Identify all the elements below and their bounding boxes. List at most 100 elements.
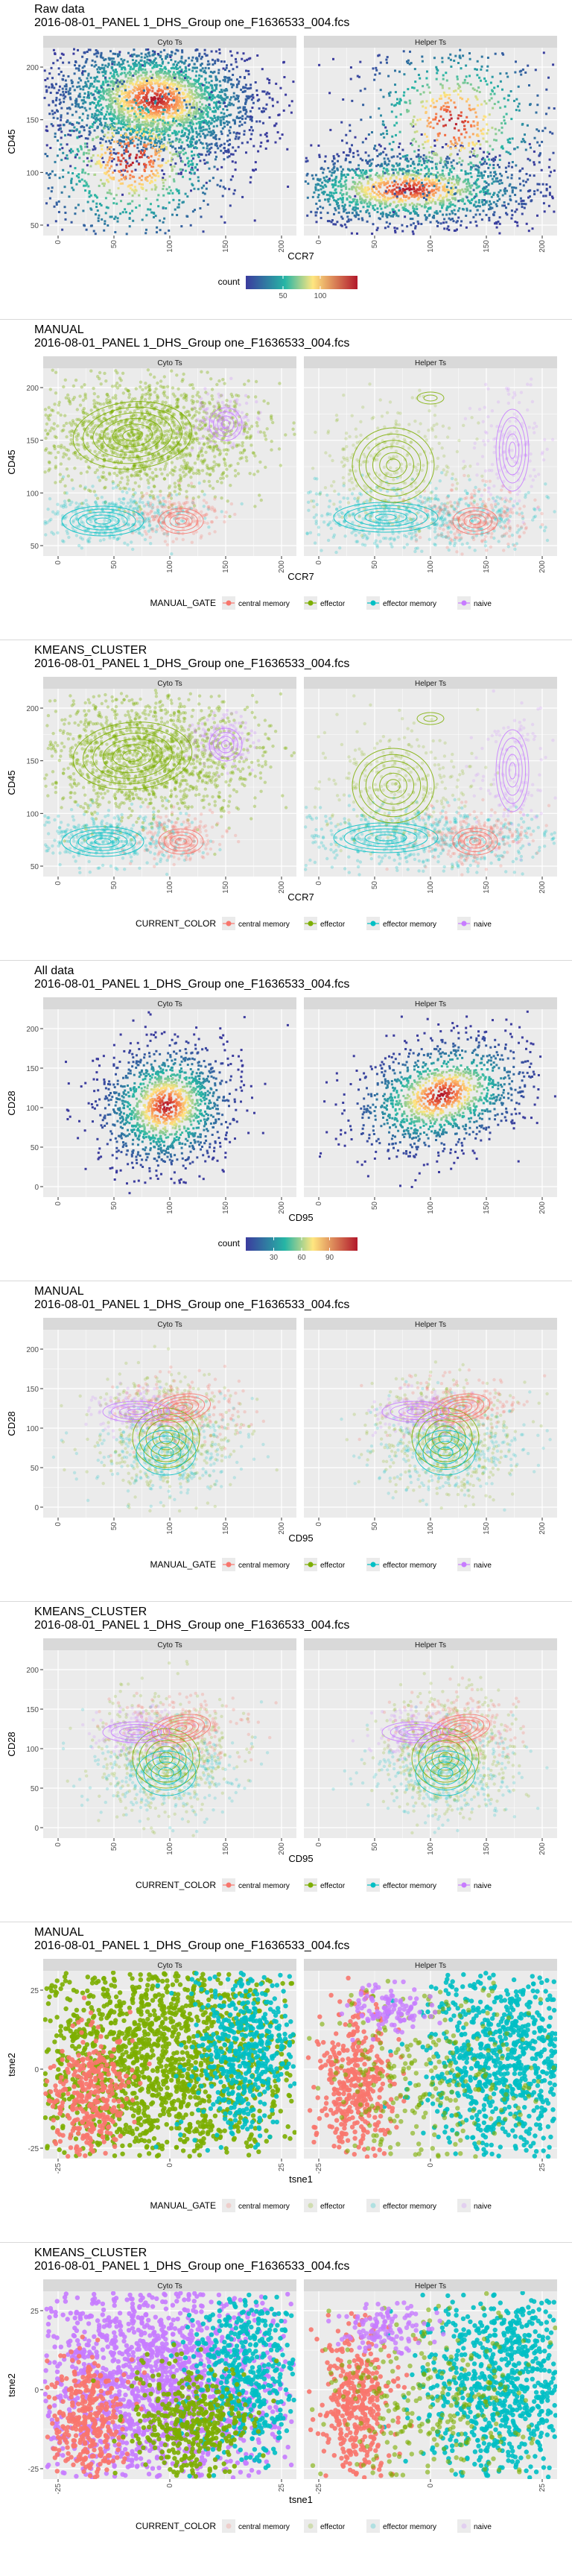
legend-title: MANUAL_GATE: [150, 1559, 216, 1570]
legend-label: effector: [320, 921, 346, 929]
x-tick-label: 50: [371, 1202, 379, 1210]
facet-label: Helper Ts: [415, 680, 446, 688]
data-marks: [43, 368, 296, 556]
x-tick-label: 0: [315, 881, 323, 886]
x-tick-label: 100: [427, 240, 435, 253]
data-marks: [331, 1665, 549, 1835]
data-marks: [43, 1971, 296, 2159]
legend-label: effector memory: [383, 1562, 436, 1570]
x-tick-label: 100: [166, 881, 174, 894]
legend-title: CURRENT_COLOR: [136, 1880, 216, 1890]
data-marks: [61, 1659, 278, 1837]
y-tick-label: 100: [26, 810, 39, 818]
chart-manual-cd95: MANUAL 2016-08-01_PANEL 1_DHS_Group one_F…: [0, 1282, 572, 1603]
chart-divider: [0, 2242, 572, 2243]
y-tick-label: 0: [34, 1504, 39, 1512]
legend-key: [461, 2203, 467, 2209]
x-tick-label: 150: [222, 1522, 230, 1535]
x-tick-label: 150: [222, 881, 230, 894]
chart-subtitle: 2016-08-01_PANEL 1_DHS_Group one_F163653…: [34, 1619, 349, 1632]
chart-plot-area: Cyto Ts 0 50 100 150 200 0 50 100 150 200 Helper Ts…: [6, 1638, 557, 1864]
chart-title: Raw data: [34, 3, 85, 16]
x-axis-label: CCR7: [287, 891, 314, 903]
chart-raw-ccr7: Raw data 2016-08-01_PANEL 1_DHS_Group one…: [0, 0, 572, 321]
y-tick-label: 150: [26, 1706, 39, 1714]
chart-title: KMEANS_CLUSTER: [34, 2247, 147, 2260]
x-tick-label: 200: [278, 1522, 286, 1535]
chart-subtitle: 2016-08-01_PANEL 1_DHS_Group one_F163653…: [34, 657, 349, 671]
legend-colorbar: [246, 1237, 358, 1251]
x-tick-label: 50: [110, 1202, 118, 1210]
legend: MANUAL_GATE central memory effector effecto…: [150, 1558, 492, 1571]
y-tick-label: 100: [26, 1425, 39, 1433]
data-marks: [340, 1360, 552, 1512]
chart-subtitle: 2016-08-01_PANEL 1_DHS_Group one_F163653…: [34, 1298, 349, 1312]
chart-title: MANUAL: [34, 323, 84, 337]
facet-label: Cyto Ts: [157, 1321, 182, 1329]
y-tick-label: 50: [31, 1785, 39, 1793]
chart-kmeans-cd95: KMEANS_CLUSTER 2016-08-01_PANEL 1_DHS_Gro…: [0, 1603, 572, 1923]
legend-tick-label: 50: [279, 292, 287, 300]
legend-title: CURRENT_COLOR: [136, 2521, 216, 2531]
x-tick-label: 200: [278, 1202, 286, 1214]
x-tick-label: 100: [427, 881, 435, 894]
x-tick-label: 200: [278, 1843, 286, 1855]
y-tick-label: 100: [26, 1746, 39, 1754]
legend: CURRENT_COLOR central memory effector effec…: [136, 2519, 492, 2533]
y-tick-label: 50: [31, 1465, 39, 1473]
x-tick-label: 0: [315, 240, 323, 244]
legend-label: effector memory: [383, 2523, 436, 2531]
y-tick-label: 50: [31, 222, 39, 230]
legend-label: effector memory: [383, 2203, 436, 2211]
y-tick-label: 0: [34, 2066, 39, 2074]
x-axis-label: CCR7: [287, 571, 314, 582]
legend-label: central memory: [238, 1882, 290, 1890]
y-axis-label: CD45: [6, 129, 17, 154]
y-tick-label: -25: [28, 2466, 39, 2474]
facet-label: Helper Ts: [415, 1000, 446, 1008]
chart-manual-ccr7: MANUAL 2016-08-01_PANEL 1_DHS_Group one_F…: [0, 321, 572, 641]
facet-strip: [304, 997, 557, 1009]
data-marks: [51, 1345, 279, 1513]
chart-title: All data: [34, 965, 74, 978]
legend-title: CURRENT_COLOR: [136, 918, 216, 929]
facet-label: Helper Ts: [415, 39, 446, 47]
x-tick-label: 50: [110, 1843, 118, 1852]
facet-strip: [43, 1959, 296, 1971]
legend: CURRENT_COLOR central memory effector effec…: [136, 1878, 492, 1892]
facet-label: Helper Ts: [415, 1641, 446, 1650]
legend: count 50 100: [218, 276, 358, 300]
y-tick-label: 200: [26, 705, 39, 713]
y-axis-label: tsne2: [6, 2373, 17, 2397]
chart-plot-area: Cyto Ts 0 50 100 150 200 0 50 100 150 200 Helper Ts…: [6, 997, 557, 1223]
x-tick-label: 0: [166, 2163, 174, 2168]
legend-key: [370, 2203, 376, 2209]
legend-title: count: [218, 277, 241, 287]
y-tick-label: 0: [34, 1825, 39, 1833]
x-tick-label: 200: [278, 561, 286, 573]
x-tick-label: 100: [427, 561, 435, 573]
x-tick-label: 200: [538, 881, 547, 894]
legend-label: effector: [320, 1882, 346, 1890]
data-marks: [304, 48, 556, 236]
x-tick-label: 150: [222, 1202, 230, 1214]
facet-strip: [304, 2279, 557, 2291]
x-tick-label: 50: [371, 240, 379, 249]
x-tick-label: 0: [427, 2163, 435, 2168]
legend: CURRENT_COLOR central memory effector effec…: [136, 917, 492, 930]
chart-title: MANUAL: [34, 1926, 84, 1939]
x-tick-label: 100: [166, 1843, 174, 1855]
x-axis-label: CD95: [288, 1853, 313, 1864]
chart-subtitle: 2016-08-01_PANEL 1_DHS_Group one_F163653…: [34, 2260, 349, 2273]
x-tick-label: 150: [222, 240, 230, 253]
y-tick-label: 200: [26, 1026, 39, 1034]
x-tick-label: 25: [278, 2484, 286, 2493]
facet-label: Cyto Ts: [157, 1641, 182, 1650]
facet-label: Helper Ts: [415, 1321, 446, 1329]
x-tick-label: 0: [166, 2484, 174, 2488]
x-tick-label: 50: [110, 240, 118, 249]
x-tick-label: 50: [371, 1522, 379, 1531]
x-tick-label: 150: [483, 1522, 491, 1535]
x-tick-label: -25: [315, 2163, 323, 2174]
